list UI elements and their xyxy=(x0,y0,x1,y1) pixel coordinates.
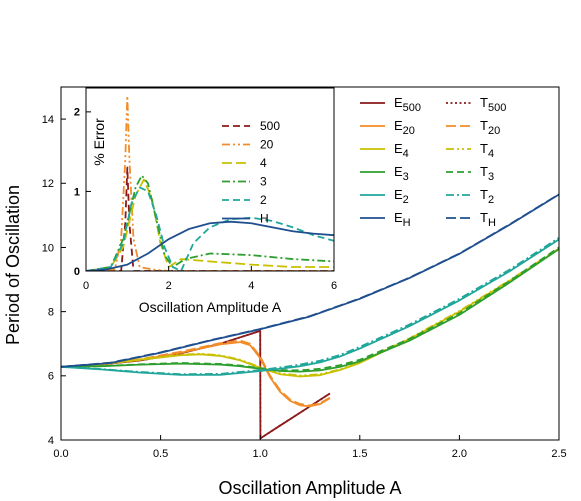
main-y-axis-label: Period of Oscillation xyxy=(3,185,23,345)
main-plot-frame xyxy=(60,86,560,441)
legend-label-e2: E2 xyxy=(394,187,409,206)
legend-label-t20: T20 xyxy=(480,118,500,137)
main-x-tick-label: 2.5 xyxy=(551,448,566,460)
inset-legend-label-3: 3 xyxy=(260,175,267,189)
inset-x-tick-label: 2 xyxy=(166,280,172,292)
main-y-tick-label: 14 xyxy=(42,114,54,126)
legend-label-eh: EH xyxy=(394,210,411,229)
inset-y-tick-label: 0 xyxy=(74,266,80,278)
inset-series-lines xyxy=(86,95,334,271)
main-series-th xyxy=(61,193,559,368)
inset-legend-label-h: H xyxy=(260,212,269,226)
inset-y-tick-label: 2 xyxy=(74,107,80,119)
inset-x-axis-label: Oscillation Amplitude A xyxy=(139,299,282,315)
main-x-tick-label: 1.0 xyxy=(253,448,268,460)
inset-legend-label-2: 2 xyxy=(260,193,267,207)
main-series-e500 xyxy=(61,329,331,440)
main-x-tick-label: 1.5 xyxy=(352,448,367,460)
legend-label-e500: E500 xyxy=(394,95,421,114)
legend-label-t2: T2 xyxy=(480,187,494,206)
main-x-tick-label: 0.0 xyxy=(53,448,68,460)
inset-legend-label-20: 20 xyxy=(260,138,274,152)
legend-label-e20: E20 xyxy=(394,118,415,137)
inset-series-500 xyxy=(86,166,334,271)
main-y-tick-label: 6 xyxy=(48,371,54,383)
inset-x-tick-label: 0 xyxy=(83,280,89,292)
legend-label-th: TH xyxy=(480,210,496,229)
inset-legend: 500 20 4 3 2 H xyxy=(222,119,280,226)
main-x-axis-label: Oscillation Amplitude A xyxy=(218,478,401,498)
inset-plot-frame xyxy=(85,87,335,272)
inset-y-axis-label: % Error xyxy=(91,118,107,166)
main-y-tick-label: 4 xyxy=(48,435,54,447)
inset-x-tick-label: 4 xyxy=(248,280,254,292)
main-legend: E500 T500 E20 T20 E4 T4 E3 T3 E2 T2 EH TH xyxy=(360,95,506,229)
inset-series-2 xyxy=(86,186,334,271)
inset-series-h xyxy=(86,220,334,271)
inset-x-tick-label: 6 xyxy=(331,280,337,292)
legend-label-t4: T4 xyxy=(480,141,494,160)
main-series-t20 xyxy=(61,339,331,407)
inset-series-4 xyxy=(86,178,334,271)
inset-y-tick-label: 1 xyxy=(74,186,80,198)
legend-label-t3: T3 xyxy=(480,164,494,183)
main-series-lines xyxy=(61,193,559,440)
main-y-tick-label: 8 xyxy=(48,306,54,318)
inset-legend-label-4: 4 xyxy=(260,156,267,170)
legend-label-e3: E3 xyxy=(394,164,409,183)
inset-legend-label-500: 500 xyxy=(260,119,280,133)
main-series-t500 xyxy=(61,329,331,440)
main-series-e2 xyxy=(61,238,559,376)
legend-label-t500: T500 xyxy=(480,95,506,114)
inset-series-3 xyxy=(86,174,334,271)
legend-label-e4: E4 xyxy=(394,141,409,160)
main-x-tick-label: 2.0 xyxy=(452,448,467,460)
main-series-t4 xyxy=(61,247,559,377)
main-y-tick-label: 12 xyxy=(42,178,54,190)
main-y-tick-label: 10 xyxy=(42,242,54,254)
inset-background xyxy=(86,88,334,271)
main-x-tick-label: 0.5 xyxy=(153,448,168,460)
main-series-t3 xyxy=(61,246,559,372)
inset-axis-ticks: 0 2 4 6 0 1 2 xyxy=(74,107,337,292)
